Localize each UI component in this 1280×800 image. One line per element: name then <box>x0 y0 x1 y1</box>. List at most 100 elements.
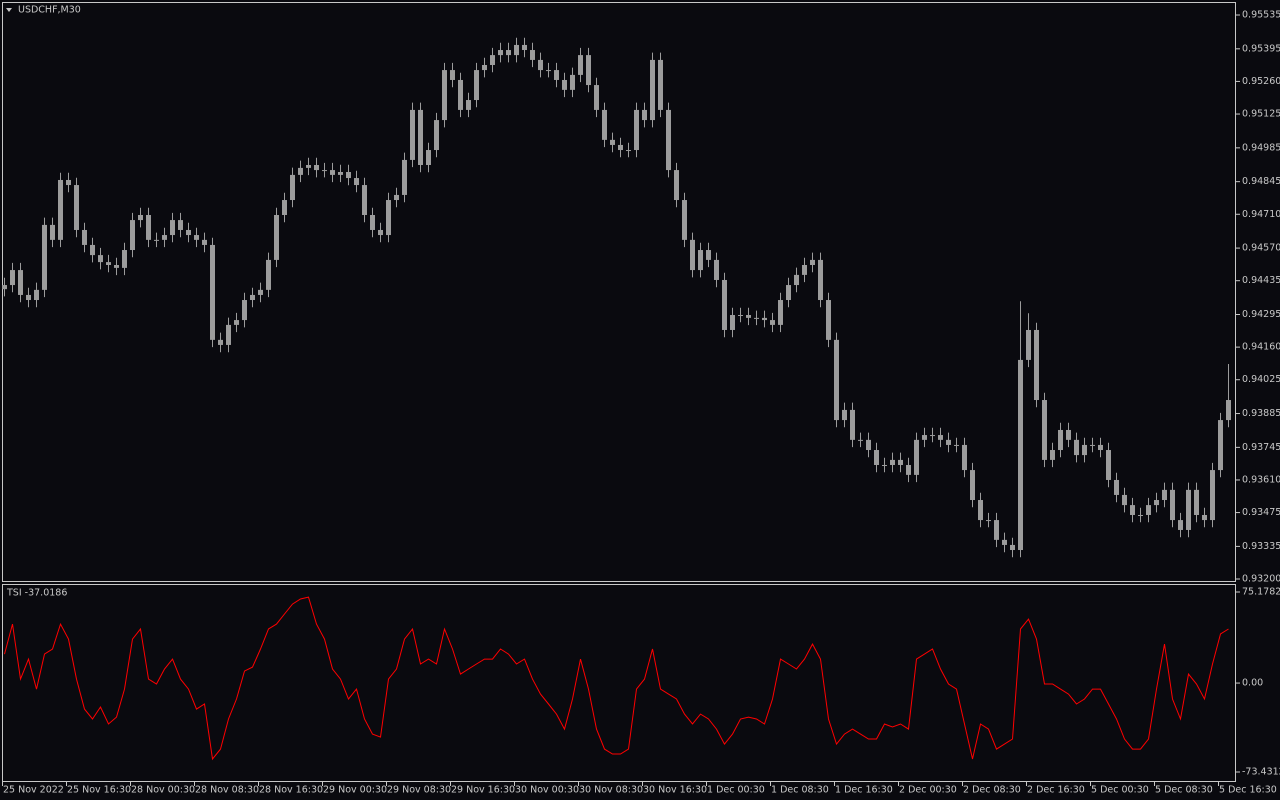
candle-body <box>466 100 471 110</box>
candle-body <box>594 85 599 110</box>
candle-body <box>866 439 871 451</box>
x-tick-label: 29 Nov 08:30 <box>387 785 451 796</box>
y-tick-label: 0.00 <box>1242 678 1263 689</box>
candle-body <box>874 450 879 465</box>
candle-body <box>2 285 7 290</box>
candle-body <box>722 279 727 330</box>
candle-body <box>250 294 255 301</box>
candle-body <box>898 459 903 465</box>
candle-body <box>690 239 695 271</box>
candle-body <box>378 229 383 236</box>
y-tick-label: 0.95125 <box>1242 109 1280 120</box>
candle-body <box>298 167 303 175</box>
candle-body <box>1226 400 1231 421</box>
candle-body <box>994 520 999 540</box>
candle-body <box>1090 444 1095 446</box>
y-tick-label: 0.94160 <box>1242 342 1280 353</box>
candle-body <box>698 250 703 271</box>
candle-body <box>178 220 183 230</box>
candle-body <box>1042 400 1047 460</box>
candle-body <box>226 324 231 345</box>
candle-body <box>754 317 759 319</box>
candle-body <box>130 220 135 251</box>
y-tick-label: 0.95395 <box>1242 43 1280 54</box>
y-tick-label: 0.93335 <box>1242 541 1280 552</box>
candle-body <box>58 179 63 240</box>
candle-body <box>266 259 271 290</box>
y-tick-label: 0.94845 <box>1242 176 1280 187</box>
indicator-panel <box>2 584 1236 782</box>
candle-body <box>810 259 815 265</box>
candle-body <box>482 64 487 71</box>
candle-body <box>818 259 823 301</box>
candle-body <box>778 300 783 325</box>
symbol-menu-arrow[interactable] <box>6 8 12 12</box>
candle-body <box>626 150 631 152</box>
candle-body <box>1034 329 1039 401</box>
candle-body <box>1026 329 1031 360</box>
y-tick-label: 0.94025 <box>1242 374 1280 385</box>
x-tick-label: 30 Nov 00:30 <box>515 785 579 796</box>
candle-body <box>1082 444 1087 456</box>
candle-body <box>674 170 679 201</box>
candle-body <box>354 178 359 186</box>
candle-body <box>1050 450 1055 460</box>
candle-body <box>618 144 623 151</box>
candle-body <box>498 50 503 56</box>
candle-body <box>218 339 223 345</box>
candle-body <box>442 70 447 121</box>
candle-body <box>650 59 655 121</box>
candle-body <box>706 250 711 260</box>
candle-body <box>882 464 887 466</box>
candle-body <box>42 224 47 290</box>
y-tick-label: 75.1782 <box>1242 587 1280 598</box>
candle-body <box>1106 450 1111 480</box>
candle-body <box>538 59 543 71</box>
candle-body <box>546 70 551 72</box>
y-tick-label: 0.94435 <box>1242 275 1280 286</box>
candle-body <box>842 409 847 421</box>
y-tick-label: 0.93200 <box>1242 574 1280 585</box>
candle-body <box>794 274 799 286</box>
candle-body <box>1018 359 1023 551</box>
candle-body <box>610 139 615 145</box>
candle-body <box>386 200 391 236</box>
candle-body <box>90 244 95 256</box>
x-tick-label: 30 Nov 08:30 <box>579 785 643 796</box>
x-tick-label: 2 Dec 08:30 <box>963 785 1021 796</box>
candle-body <box>1218 420 1223 471</box>
candle-body <box>426 150 431 165</box>
candle-body <box>410 109 415 160</box>
candle-body <box>666 109 671 171</box>
candle-body <box>242 300 247 321</box>
candle-body <box>146 214 151 240</box>
candle-body <box>530 50 535 60</box>
candle-body <box>434 120 439 151</box>
candle-body <box>682 200 687 240</box>
x-tick-label: 30 Nov 16:30 <box>643 785 707 796</box>
candle-body <box>82 229 87 245</box>
candle-body <box>554 70 559 80</box>
candle-body <box>858 439 863 441</box>
candle-body <box>202 239 207 245</box>
candle-body <box>962 444 967 471</box>
candle-body <box>290 174 295 201</box>
candle-body <box>362 185 367 215</box>
x-tick-label: 29 Nov 16:30 <box>451 785 515 796</box>
candle-body <box>906 464 911 475</box>
candle-body <box>834 339 839 421</box>
candle-body <box>1138 514 1143 516</box>
y-tick-label: 0.95535 <box>1242 10 1280 21</box>
x-tick-label: 5 Dec 08:30 <box>1155 785 1213 796</box>
candle-body <box>314 164 319 171</box>
chart-title: USDCHF,M30 <box>18 5 81 16</box>
candle-body <box>338 172 343 175</box>
candle-body <box>162 235 167 240</box>
candle-body <box>826 300 831 340</box>
candle-body <box>890 459 895 465</box>
candle-body <box>602 109 607 140</box>
y-tick-label: 0.94295 <box>1242 309 1280 320</box>
candle-body <box>186 229 191 236</box>
x-tick-label: 1 Dec 16:30 <box>835 785 893 796</box>
